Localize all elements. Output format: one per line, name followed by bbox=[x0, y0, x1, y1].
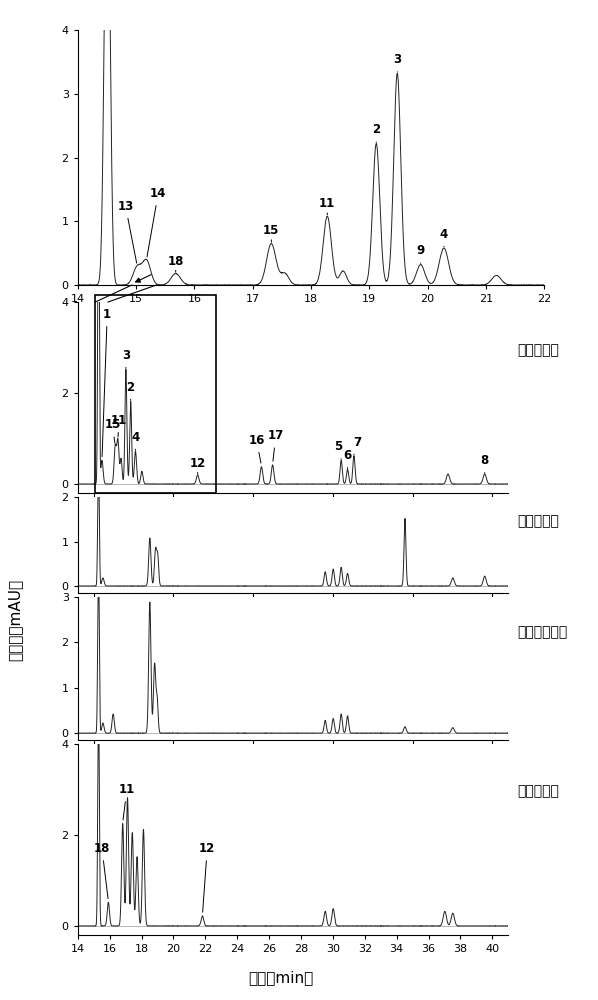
Text: 3: 3 bbox=[122, 349, 130, 368]
Text: 5: 5 bbox=[334, 440, 342, 459]
Text: 3: 3 bbox=[393, 53, 401, 72]
Text: 12: 12 bbox=[190, 457, 206, 474]
Text: 吸光度（mAU）: 吸光度（mAU） bbox=[7, 579, 23, 661]
Text: 16: 16 bbox=[249, 434, 265, 463]
Text: 4: 4 bbox=[440, 228, 448, 247]
Text: 12: 12 bbox=[199, 842, 215, 912]
Text: 时间（min）: 时间（min） bbox=[248, 970, 314, 985]
Text: 4: 4 bbox=[132, 431, 139, 450]
Text: 15: 15 bbox=[104, 418, 121, 443]
Text: 7: 7 bbox=[353, 436, 361, 455]
Text: 17: 17 bbox=[268, 429, 284, 461]
Text: 13: 13 bbox=[117, 200, 137, 263]
Text: 1: 1 bbox=[102, 308, 111, 457]
Text: 高亲和组分: 高亲和组分 bbox=[517, 785, 559, 799]
Text: 中等亲和组分: 中等亲和组分 bbox=[517, 625, 567, 639]
Text: 6: 6 bbox=[343, 449, 352, 469]
Text: 18: 18 bbox=[94, 842, 110, 899]
Text: 依诺肝素钓: 依诺肝素钓 bbox=[517, 343, 559, 357]
Text: 2: 2 bbox=[127, 381, 135, 400]
Bar bbox=[95, 295, 216, 493]
Text: 低亲和组分: 低亲和组分 bbox=[517, 514, 559, 528]
Text: 9: 9 bbox=[416, 244, 425, 263]
Text: 14: 14 bbox=[147, 187, 166, 257]
Text: 15: 15 bbox=[263, 224, 279, 242]
Text: 11: 11 bbox=[119, 783, 135, 820]
Text: 11: 11 bbox=[111, 414, 127, 437]
Text: 11: 11 bbox=[319, 197, 335, 215]
Text: 8: 8 bbox=[481, 454, 489, 473]
Text: 18: 18 bbox=[167, 255, 184, 272]
Text: 2: 2 bbox=[372, 123, 380, 142]
